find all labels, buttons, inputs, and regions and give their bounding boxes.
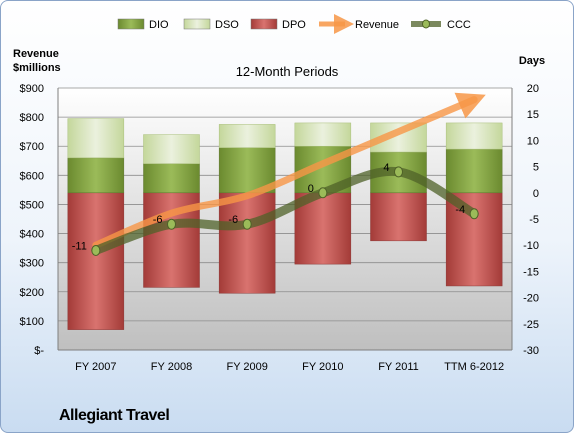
right-tick-label: -10 xyxy=(523,240,539,252)
bars xyxy=(67,118,503,330)
ccc-marker xyxy=(318,187,328,199)
right-tick-label: 0 xyxy=(533,188,539,200)
right-tick-label: -15 xyxy=(523,266,539,278)
legend-swatch xyxy=(422,19,430,29)
legend-swatch xyxy=(183,18,211,30)
right-tick-label: 20 xyxy=(527,83,539,95)
legend-label: DPO xyxy=(282,19,306,31)
x-tick-label: FY 2010 xyxy=(302,361,343,373)
left-tick-label: $700 xyxy=(20,141,44,153)
company-name: Allegiant Travel xyxy=(59,407,169,424)
right-tick-label: 10 xyxy=(527,135,539,147)
right-tick-label: 5 xyxy=(533,162,539,174)
left-tick-label: $600 xyxy=(20,170,44,182)
dio-bar xyxy=(67,157,125,194)
left-axis-label-line2: $millions xyxy=(13,62,61,74)
ccc-data-label: 4 xyxy=(383,162,389,174)
dpo-bar xyxy=(218,192,276,294)
right-tick-label: -30 xyxy=(523,345,539,357)
ccc-marker xyxy=(242,218,252,230)
legend-label: Revenue xyxy=(355,19,399,31)
right-tick-label: -5 xyxy=(529,214,539,226)
dio-bar xyxy=(143,163,200,194)
left-tick-label: $100 xyxy=(20,316,44,328)
legend-label: CCC xyxy=(447,19,471,31)
ccc-marker xyxy=(91,244,101,256)
ccc-data-label: -6 xyxy=(228,214,238,226)
legend-label: DSO xyxy=(215,19,239,31)
gridlines xyxy=(58,87,512,351)
left-tick-label: $800 xyxy=(20,112,44,124)
legend-swatch xyxy=(250,18,278,30)
x-tick-label: FY 2009 xyxy=(226,361,267,373)
right-tick-label: -20 xyxy=(523,293,539,305)
dso-bar xyxy=(143,134,200,164)
dso-bar xyxy=(445,122,503,150)
ccc-marker xyxy=(394,166,403,178)
x-tick-label: FY 2011 xyxy=(378,361,419,373)
dpo-bar xyxy=(370,192,427,242)
right-tick-label: 15 xyxy=(527,109,539,121)
dio-bar xyxy=(445,148,503,194)
x-tick-label: TTM 6-2012 xyxy=(444,361,504,373)
left-tick-label: $900 xyxy=(20,83,44,95)
ccc-data-label: -6 xyxy=(153,214,163,226)
dso-bar xyxy=(218,124,276,148)
left-tick-label: $500 xyxy=(20,199,44,211)
left-tick-label: $400 xyxy=(20,229,44,241)
dpo-bar xyxy=(67,192,125,330)
ccc-marker xyxy=(167,218,176,230)
revenue-arrow xyxy=(92,92,486,249)
dso-bar xyxy=(294,122,352,147)
chart-title: 12-Month Periods xyxy=(236,64,339,79)
left-tick-label: $200 xyxy=(20,287,44,299)
left-tick-label: $300 xyxy=(20,258,44,270)
right-axis-label: Days xyxy=(519,55,545,67)
legend: DIO DSO DPO Revenue CCC xyxy=(117,14,471,34)
plot-area xyxy=(58,88,512,350)
left-axis-label-line1: Revenue xyxy=(13,48,59,60)
x-tick-label: FY 2007 xyxy=(75,361,116,373)
axes: $- $100 $200 $300 $400 $500 $600 $700 $800 $900 -3… xyxy=(20,83,539,373)
left-tick-label: $- xyxy=(34,345,44,357)
x-tick-label: FY 2008 xyxy=(151,361,192,373)
series-lines: -11 -6 -6 0 4 -4 xyxy=(72,92,486,256)
ccc-data-label: 0 xyxy=(308,183,314,195)
ccc-data-label: -11 xyxy=(72,240,87,252)
legend-swatch xyxy=(117,18,145,30)
dso-bar xyxy=(67,118,125,159)
legend-label: DIO xyxy=(149,19,169,31)
right-tick-label: -25 xyxy=(523,319,539,331)
ccc-marker xyxy=(469,208,479,220)
ccc-data-label: -4 xyxy=(455,204,465,216)
